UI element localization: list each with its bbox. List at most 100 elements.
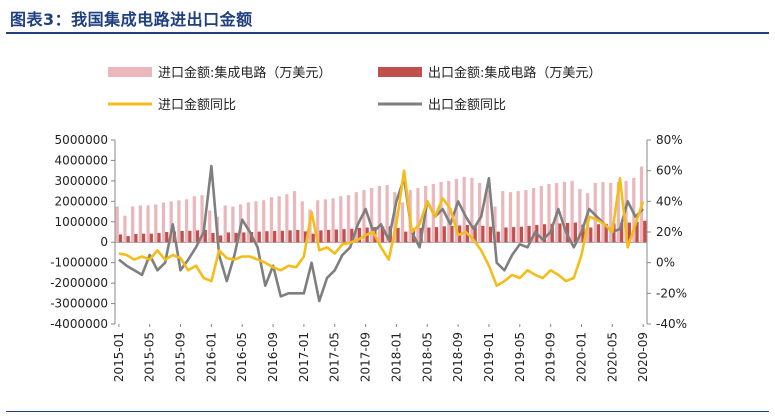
- bar-export: [404, 231, 408, 243]
- bar-export: [342, 229, 346, 243]
- bar-import: [416, 188, 420, 243]
- bar-export: [504, 227, 508, 243]
- bar-import: [300, 201, 304, 243]
- bar-import: [323, 199, 328, 243]
- bar-import: [578, 189, 582, 243]
- left-axis-tick-label: -2000000: [50, 276, 108, 290]
- x-axis-tick-label: 2017-05: [328, 332, 342, 382]
- bar-import: [632, 177, 636, 243]
- bar-import: [593, 182, 597, 243]
- left-axis-tick-label: -4000000: [50, 317, 108, 331]
- bar-import: [462, 176, 466, 243]
- bar-export: [512, 227, 516, 243]
- x-axis-tick-label: 2016-05: [235, 332, 249, 382]
- title-underline: [6, 32, 769, 34]
- bar-import: [200, 195, 204, 243]
- right-axis-tick-label: -20%: [656, 286, 687, 300]
- bar-export: [319, 230, 323, 243]
- bar-export: [627, 222, 631, 243]
- left-axis-tick-label: 1000000: [55, 215, 108, 229]
- bar-import: [331, 198, 335, 243]
- x-axis-tick-label: 2015-05: [143, 332, 157, 382]
- bar-export: [203, 229, 207, 243]
- bar-import: [269, 197, 274, 243]
- bar-import: [570, 180, 574, 243]
- bar-export: [280, 230, 285, 243]
- left-axis-tick-label: 3000000: [55, 174, 108, 188]
- bar-export: [604, 223, 608, 243]
- tick-labels: 5000000 4000000 3000000 2000000 1000000 0 -100…: [50, 133, 687, 382]
- bar-export: [118, 234, 123, 243]
- line-series: [118, 164, 645, 303]
- bar-import: [131, 206, 135, 243]
- bar-import: [316, 200, 320, 243]
- bar-import: [277, 196, 281, 243]
- bar-import: [161, 202, 166, 243]
- bar-import: [539, 186, 543, 243]
- bar-export: [381, 226, 385, 243]
- bar-import: [346, 195, 351, 243]
- bar-export: [149, 233, 153, 243]
- bar-import: [493, 206, 497, 243]
- x-axis-tick-label: 2019-01: [482, 332, 496, 382]
- bar-export: [265, 231, 269, 243]
- bar-import: [562, 181, 567, 243]
- line-import-yoy: [118, 169, 645, 288]
- bar-export: [350, 228, 354, 243]
- bar-export: [311, 233, 315, 243]
- left-axis-tick-label: -1000000: [50, 256, 108, 270]
- bar-import: [262, 200, 266, 243]
- x-axis-tick-label: 2017-01: [297, 332, 311, 382]
- x-axis-tick-label: 2017-09: [359, 332, 373, 382]
- bar-export: [635, 221, 639, 243]
- left-axis-tick-label: 5000000: [55, 133, 108, 147]
- bar-import: [370, 188, 374, 243]
- bar-export: [226, 232, 231, 243]
- left-axis-tick-label: -3000000: [50, 297, 108, 311]
- bar-import: [246, 202, 250, 243]
- legend-swatch-export-bar: [378, 67, 422, 77]
- right-axis-tick-label: -40%: [656, 317, 687, 331]
- bar-export: [596, 224, 601, 243]
- bar-import: [531, 188, 536, 243]
- bar-import: [377, 186, 381, 243]
- x-axis-tick-label: 2018-05: [420, 332, 434, 382]
- left-axis-tick-label: 2000000: [55, 194, 108, 208]
- bar-import: [146, 205, 150, 243]
- bar-import: [470, 177, 474, 243]
- left-axis-tick-label: 0: [100, 235, 108, 249]
- bar-export: [589, 227, 593, 243]
- bar-import: [339, 196, 343, 243]
- right-axis-tick-label: 60%: [656, 164, 683, 178]
- bar-import: [208, 210, 212, 243]
- bar-export: [527, 225, 531, 243]
- bar-export: [141, 233, 146, 243]
- bar-import: [362, 190, 366, 243]
- bar-export: [442, 226, 446, 243]
- bar-import: [223, 205, 227, 243]
- bar-export: [396, 227, 400, 243]
- bar-export: [211, 233, 215, 243]
- x-axis-tick-label: 2019-09: [544, 332, 558, 382]
- bar-import: [524, 190, 528, 243]
- bar-import: [354, 192, 358, 243]
- left-axis-tick-label: 4000000: [55, 153, 108, 167]
- line-export-yoy: [118, 164, 645, 303]
- bar-import: [516, 191, 520, 243]
- bar-import: [454, 178, 459, 243]
- bottom-rule: [6, 411, 769, 412]
- bar-export: [188, 230, 192, 243]
- bar-import: [477, 182, 482, 243]
- bar-export: [334, 229, 338, 243]
- x-axis-tick-label: 2018-01: [389, 332, 403, 382]
- bar-import: [154, 204, 158, 243]
- legend-label-import-yoy: 进口金额同比: [158, 97, 236, 113]
- bar-export: [257, 231, 261, 243]
- x-axis-tick-label: 2016-09: [266, 332, 280, 382]
- bar-export: [219, 235, 223, 243]
- bar-export: [581, 224, 585, 243]
- bar-export: [288, 230, 292, 243]
- bar-export: [550, 223, 554, 243]
- bar-export: [519, 226, 524, 243]
